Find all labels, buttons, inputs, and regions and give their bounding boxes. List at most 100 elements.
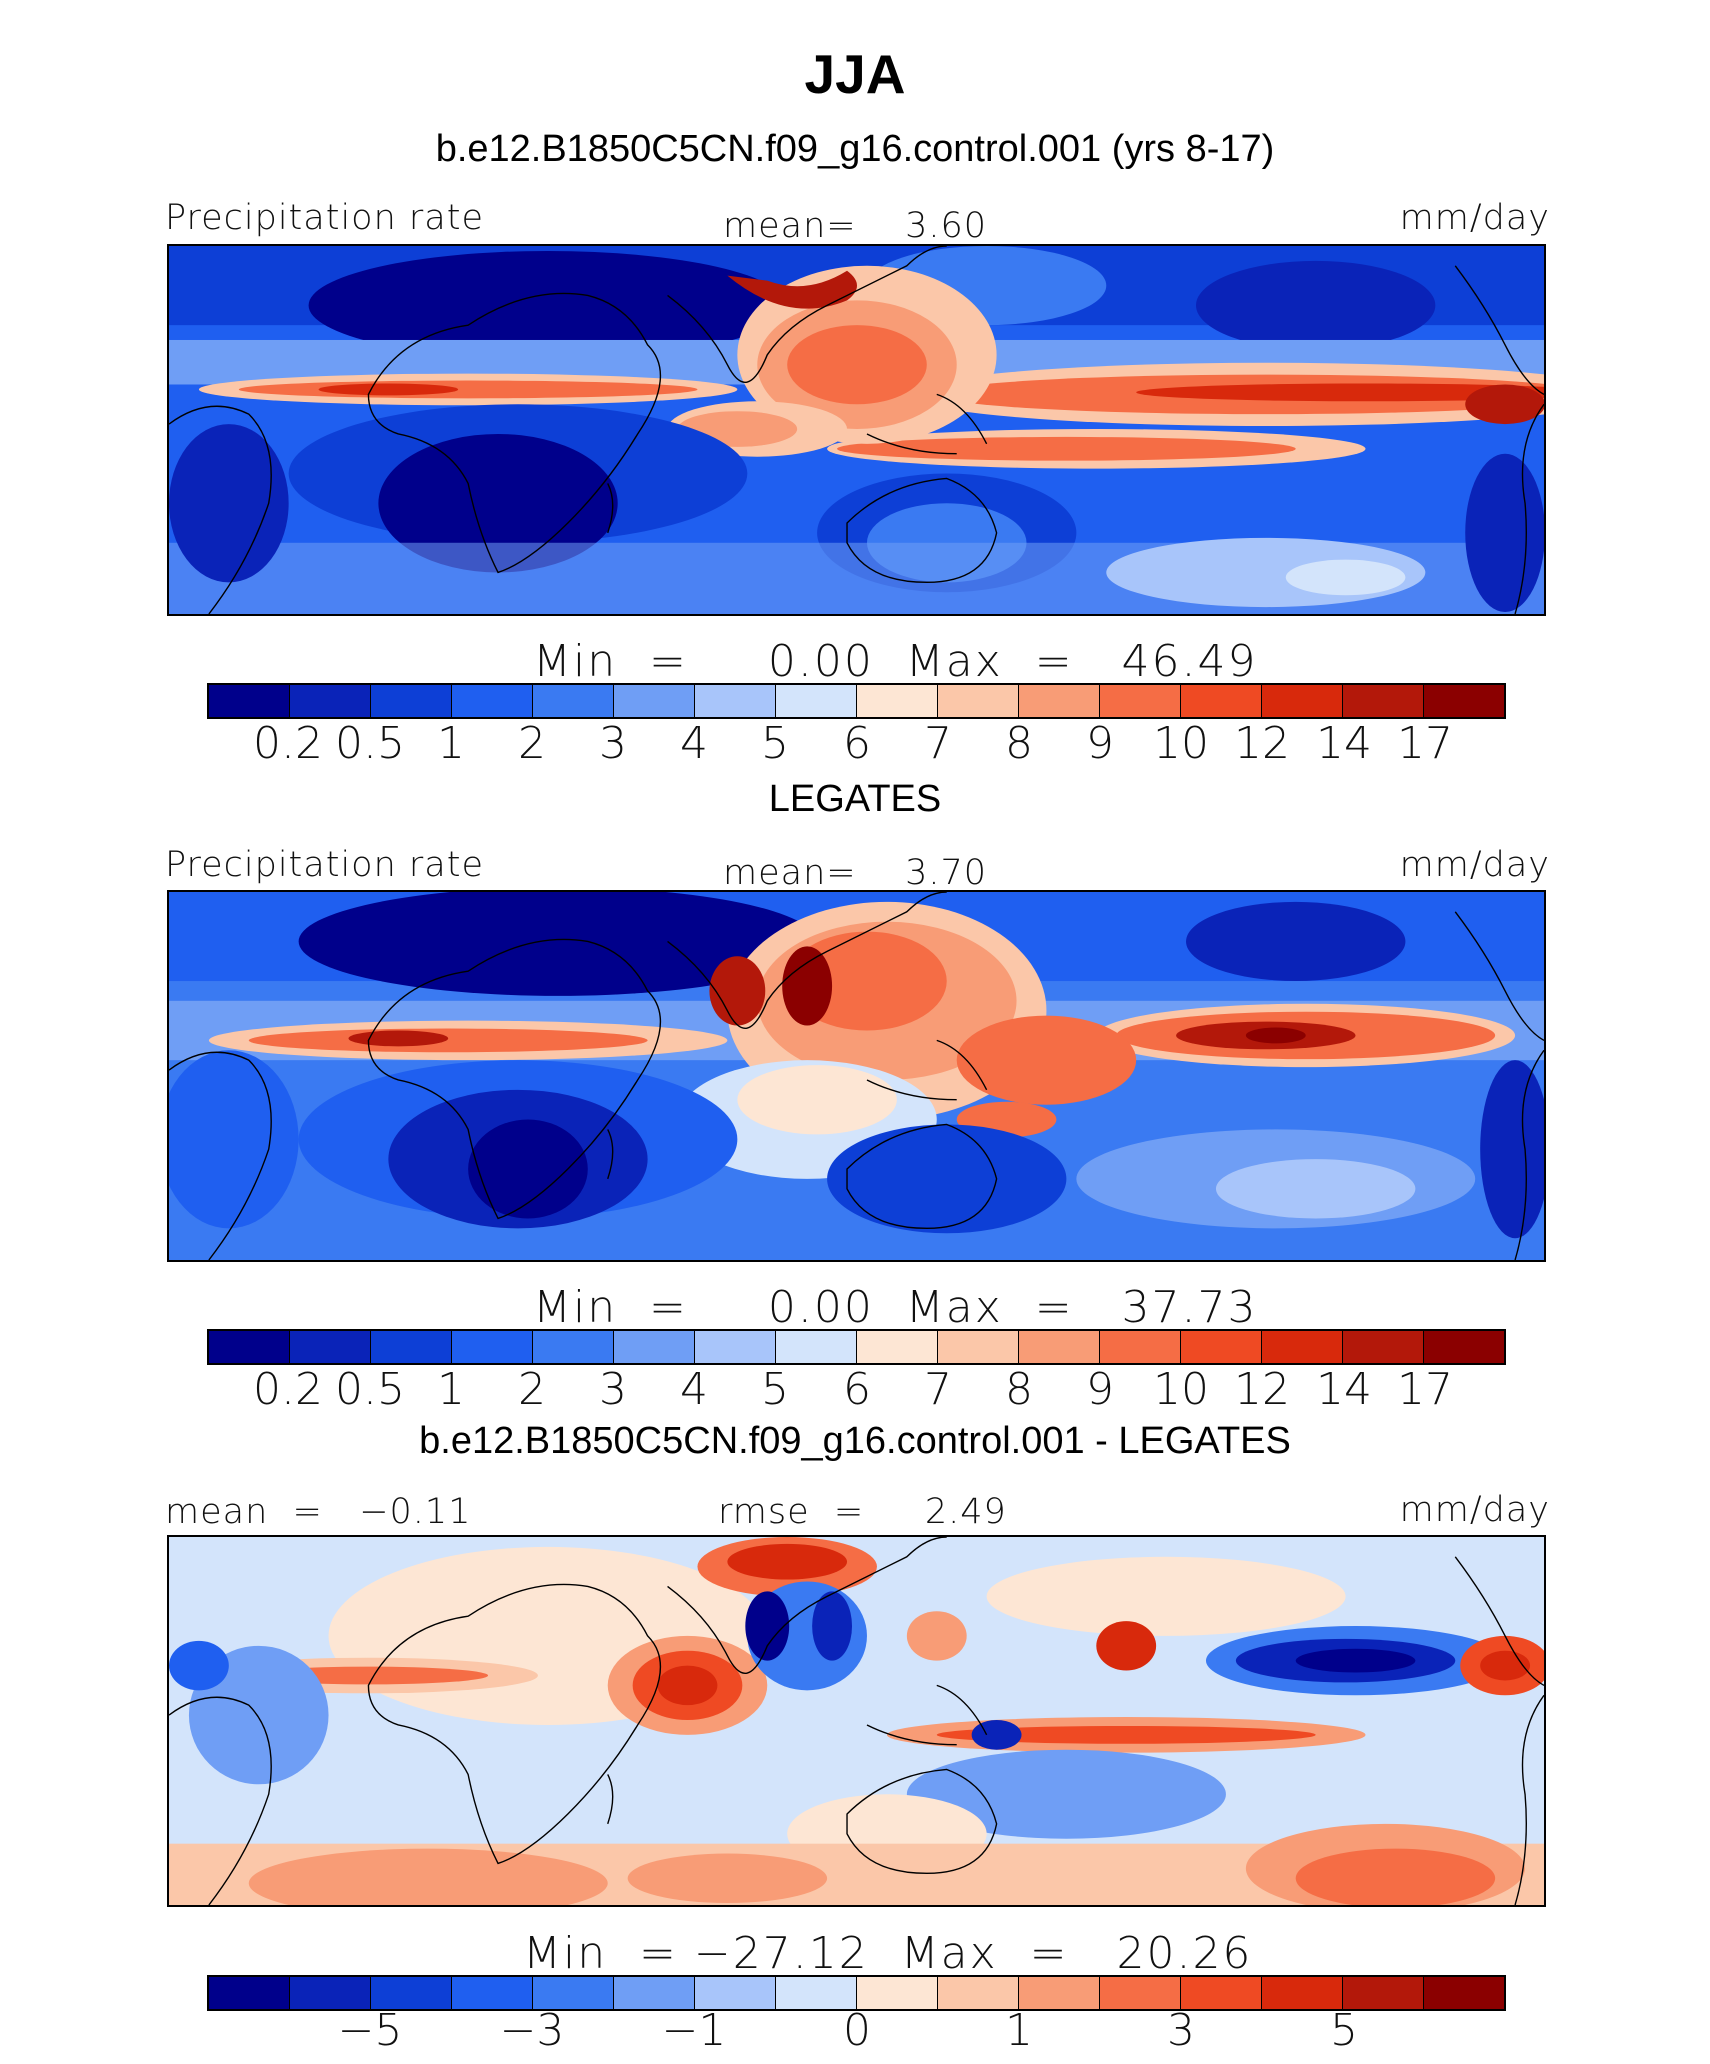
panel3-units-label: mm/day [1399,1490,1550,1530]
panel2-tick: 9 [1086,1364,1114,1415]
panel3-tick: −1 [661,2005,727,2056]
panel1-tick: 8 [1005,718,1033,769]
panel2-tick: 6 [843,1364,871,1415]
panel3-tick: 3 [1167,2005,1195,2056]
panel2-precip-field [169,892,1544,1260]
panel1-tick: 4 [680,718,708,769]
panel3-colorbar-swatch [290,1977,371,2009]
panel2-tick: 14 [1316,1364,1372,1415]
panel3-tick: 5 [1330,2005,1358,2056]
panel1-colorbar-swatch [533,685,614,717]
panel3-colorbar-swatch [1343,1977,1424,2009]
panel1-colorbar-swatch [1343,685,1424,717]
panel2-tick: 0.2 [253,1364,323,1415]
panel1-tick: 1 [437,718,465,769]
panel1-colorbar-swatch [938,685,1019,717]
panel3-colorbar-swatch [1424,1977,1504,2009]
panel1-colorbar-swatch [776,685,857,717]
panel3-colorbar-swatch [1181,1977,1262,2009]
panel1-colorbar-swatch [1181,685,1262,717]
panel3-rmse-label: rmse = 2.49 [718,1492,1007,1532]
panel2-tick: 3 [599,1364,627,1415]
panel2-units-label: mm/day [1399,845,1550,885]
panel1-colorbar-swatch [290,685,371,717]
panel2-colorbar-swatch [614,1331,695,1363]
panel1-variable-label: Precipitation rate [165,198,484,238]
panel2-colorbar-swatch [209,1331,290,1363]
panel3-colorbar-swatch [1100,1977,1181,2009]
panel3-difference-field [169,1537,1544,1905]
panel3-colorbar-swatch [1262,1977,1343,2009]
panel1-colorbar-swatch [209,685,290,717]
panel3-mean-label: mean = −0.11 [165,1492,472,1532]
panel3-colorbar-swatch [209,1977,290,2009]
panel1-colorbar-swatch [857,685,938,717]
panel3-colorbar-swatch [533,1977,614,2009]
panel2-variable-label: Precipitation rate [165,845,484,885]
panel2-colorbar-swatch [857,1331,938,1363]
panel2-mean-label: mean= 3.70 [723,853,988,893]
panel1-tick: 0.5 [335,718,405,769]
panel2-colorbar-swatch [695,1331,776,1363]
panel3-tick: 1 [1005,2005,1033,2056]
panel3-colorbar-swatch [938,1977,1019,2009]
panel3-colorbar-swatch [371,1977,452,2009]
panel1-tick: 9 [1086,718,1114,769]
panel2-map [167,890,1546,1262]
panel2-tick: 7 [924,1364,952,1415]
panel2-colorbar [207,1329,1506,1365]
panel3-colorbar-swatch [1019,1977,1100,2009]
panel1-tick: 2 [518,718,546,769]
panel1-colorbar-swatch [1100,685,1181,717]
panel1-map [167,244,1546,616]
panel3-tick: −5 [337,2005,403,2056]
panel3-tick: −3 [499,2005,565,2056]
panel1-tick: 3 [599,718,627,769]
panel2-colorbar-swatch [1343,1331,1424,1363]
panel2-colorbar-swatch [290,1331,371,1363]
panel2-tick: 8 [1005,1364,1033,1415]
panel3-colorbar-swatch [614,1977,695,2009]
panel2-tick: 17 [1397,1364,1453,1415]
panel3-minmax: Min = −27.12 Max = 20.26 [523,1928,1253,1979]
panel1-colorbar-swatch [1262,685,1343,717]
panel2-colorbar-swatch [371,1331,452,1363]
panel1-units-label: mm/day [1399,198,1550,238]
panel1-colorbar-swatch [452,685,533,717]
panel2-tick: 2 [518,1364,546,1415]
panel1-tick: 0.2 [253,718,323,769]
panel2-colorbar-swatch [1424,1331,1504,1363]
panel3-colorbar-swatch [776,1977,857,2009]
panel3-map [167,1535,1546,1907]
panel1-colorbar [207,683,1506,719]
panel3-colorbar [207,1975,1506,2011]
panel2-tick: 4 [680,1364,708,1415]
panel2-colorbar-swatch [1019,1331,1100,1363]
panel1-precip-field [169,246,1544,614]
panel3-colorbar-swatch [857,1977,938,2009]
panel1-tick: 12 [1234,718,1290,769]
panel1-colorbar-swatch [614,685,695,717]
panel1-tick: 6 [843,718,871,769]
panel3-tick: 0 [843,2005,871,2056]
panel3-colorbar-swatch [452,1977,533,2009]
panel2-minmax: Min = 0.00 Max = 37.73 [533,1282,1258,1333]
panel1-tick: 17 [1397,718,1453,769]
panel2-tick: 12 [1234,1364,1290,1415]
panel2-tick: 10 [1153,1364,1209,1415]
panel2-colorbar-swatch [776,1331,857,1363]
panel1-heading: b.e12.B1850C5CN.f09_g16.control.001 (yrs… [435,128,1275,170]
panel2-colorbar-swatch [533,1331,614,1363]
panel1-tick: 5 [761,718,789,769]
panel3-heading: b.e12.B1850C5CN.f09_g16.control.001 - LE… [419,1420,1291,1462]
panel1-colorbar-swatch [1424,685,1504,717]
panel2-colorbar-swatch [938,1331,1019,1363]
panel2-colorbar-swatch [1262,1331,1343,1363]
panel2-tick: 5 [761,1364,789,1415]
figure-title: JJA [804,43,906,105]
panel1-colorbar-swatch [695,685,776,717]
panel2-colorbar-swatch [452,1331,533,1363]
panel1-tick: 10 [1153,718,1209,769]
panel1-minmax: Min = 0.00 Max = 46.49 [533,636,1258,687]
panel3-colorbar-swatch [695,1977,776,2009]
